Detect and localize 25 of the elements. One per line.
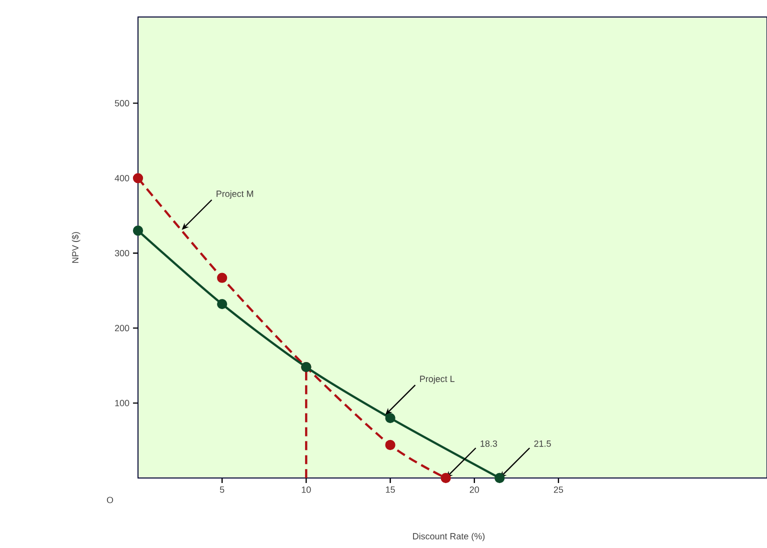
annotation: 21.5	[534, 440, 551, 447]
x-tick-label: 25	[554, 486, 564, 493]
x-tick-label: 5	[220, 486, 224, 493]
point	[385, 440, 396, 450]
text: O	[106, 496, 114, 504]
annotation: Project M	[216, 190, 254, 199]
point	[385, 412, 396, 424]
point	[217, 272, 228, 283]
y-axis-title: NPV ($)	[72, 232, 80, 263]
point	[494, 472, 505, 484]
y-tick-label: 400	[114, 174, 130, 182]
annotation: Project L	[420, 375, 454, 384]
point	[132, 226, 144, 236]
x-axis-title: Discount Rate (%)	[413, 532, 485, 542]
y-tick-label: 300	[114, 250, 130, 256]
point	[217, 299, 228, 310]
annotation: 18.3	[480, 440, 498, 447]
x-tick-label: 10	[302, 486, 311, 493]
y-tick-label: 500	[114, 100, 130, 106]
point	[132, 173, 144, 184]
y-tick-label: 100	[115, 400, 130, 406]
point	[440, 472, 451, 484]
y-tick-label: 200	[114, 324, 130, 332]
x-tick-label: 15	[386, 486, 395, 493]
x-tick-label: 20	[470, 486, 480, 493]
